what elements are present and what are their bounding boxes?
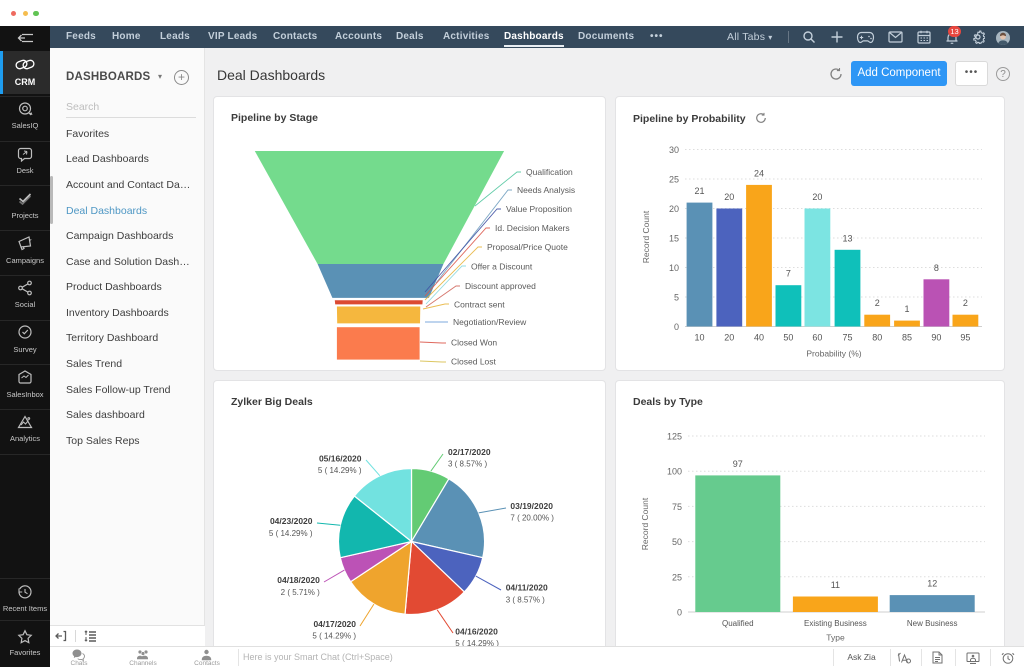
- svg-text:5 ( 14.29% ): 5 ( 14.29% ): [312, 632, 356, 641]
- svg-text:Negotiation/Review: Negotiation/Review: [453, 317, 527, 327]
- svg-text:Value Proposition: Value Proposition: [506, 204, 572, 214]
- svg-text:Id. Decision Makers: Id. Decision Makers: [495, 223, 570, 233]
- svg-text:10: 10: [694, 333, 704, 343]
- svg-text:7: 7: [786, 269, 791, 279]
- svg-text:50: 50: [672, 537, 682, 547]
- svg-text:20: 20: [724, 333, 734, 343]
- svg-text:75: 75: [842, 333, 852, 343]
- svg-text:03/19/2020: 03/19/2020: [510, 501, 553, 511]
- svg-text:100: 100: [667, 467, 682, 477]
- svg-text:Existing Business: Existing Business: [804, 619, 867, 628]
- svg-text:3 ( 8.57% ): 3 ( 8.57% ): [448, 459, 487, 468]
- svg-text:97: 97: [733, 459, 743, 469]
- svg-text:04/18/2020: 04/18/2020: [277, 575, 320, 585]
- svg-text:5 ( 14.29% ): 5 ( 14.29% ): [455, 639, 499, 648]
- svg-text:40: 40: [754, 333, 764, 343]
- svg-text:7 ( 20.00% ): 7 ( 20.00% ): [510, 514, 554, 523]
- svg-text:95: 95: [960, 333, 970, 343]
- svg-text:60: 60: [812, 333, 822, 343]
- svg-text:85: 85: [902, 333, 912, 343]
- svg-text:2: 2: [963, 298, 968, 308]
- svg-text:2: 2: [875, 298, 880, 308]
- svg-text:Type: Type: [826, 633, 845, 643]
- svg-text:Needs Analysis: Needs Analysis: [517, 185, 575, 195]
- svg-text:04/11/2020: 04/11/2020: [506, 583, 548, 593]
- svg-text:Qualified: Qualified: [722, 619, 754, 628]
- svg-text:15: 15: [669, 234, 679, 244]
- svg-text:Record Count: Record Count: [641, 210, 651, 263]
- svg-text:Qualification: Qualification: [526, 167, 573, 177]
- svg-text:75: 75: [672, 502, 682, 512]
- svg-text:04/16/2020: 04/16/2020: [455, 627, 498, 637]
- svg-text:20: 20: [812, 192, 822, 202]
- svg-text:0: 0: [674, 322, 679, 332]
- svg-text:3 ( 8.57% ): 3 ( 8.57% ): [506, 596, 545, 605]
- svg-text:12: 12: [927, 579, 937, 589]
- svg-text:5 ( 14.29% ): 5 ( 14.29% ): [318, 466, 362, 475]
- svg-text:50: 50: [783, 333, 793, 343]
- svg-text:21: 21: [694, 186, 704, 196]
- svg-text:05/16/2020: 05/16/2020: [319, 453, 362, 463]
- svg-text:Proposal/Price Quote: Proposal/Price Quote: [487, 242, 568, 252]
- svg-text:Probability (%): Probability (%): [806, 349, 861, 359]
- svg-text:125: 125: [667, 432, 682, 442]
- svg-text:Discount approved: Discount approved: [465, 281, 536, 291]
- svg-text:10: 10: [669, 263, 679, 273]
- svg-text:13: 13: [842, 233, 852, 243]
- svg-text:Closed Won: Closed Won: [451, 338, 497, 348]
- svg-text:90: 90: [931, 333, 941, 343]
- svg-text:1: 1: [904, 304, 909, 314]
- svg-text:Contract sent: Contract sent: [454, 300, 505, 310]
- svg-text:Offer a Discount: Offer a Discount: [471, 262, 533, 272]
- svg-text:2 ( 5.71% ): 2 ( 5.71% ): [281, 588, 320, 597]
- svg-text:04/17/2020: 04/17/2020: [313, 619, 356, 629]
- svg-text:30: 30: [669, 145, 679, 155]
- svg-text:0: 0: [677, 608, 682, 618]
- svg-text:Record Count: Record Count: [640, 497, 650, 550]
- svg-text:5 ( 14.29% ): 5 ( 14.29% ): [269, 529, 313, 538]
- svg-text:Closed Lost: Closed Lost: [451, 357, 497, 367]
- svg-text:02/17/2020: 02/17/2020: [448, 447, 491, 457]
- svg-text:New Business: New Business: [907, 619, 958, 628]
- svg-text:80: 80: [872, 333, 882, 343]
- svg-text:04/23/2020: 04/23/2020: [270, 516, 313, 526]
- svg-text:11: 11: [831, 580, 840, 590]
- svg-text:24: 24: [754, 168, 764, 178]
- svg-text:20: 20: [724, 192, 734, 202]
- svg-text:25: 25: [672, 572, 682, 582]
- svg-text:25: 25: [669, 175, 679, 185]
- svg-text:8: 8: [934, 263, 939, 273]
- svg-text:5: 5: [674, 293, 679, 303]
- svg-text:20: 20: [669, 204, 679, 214]
